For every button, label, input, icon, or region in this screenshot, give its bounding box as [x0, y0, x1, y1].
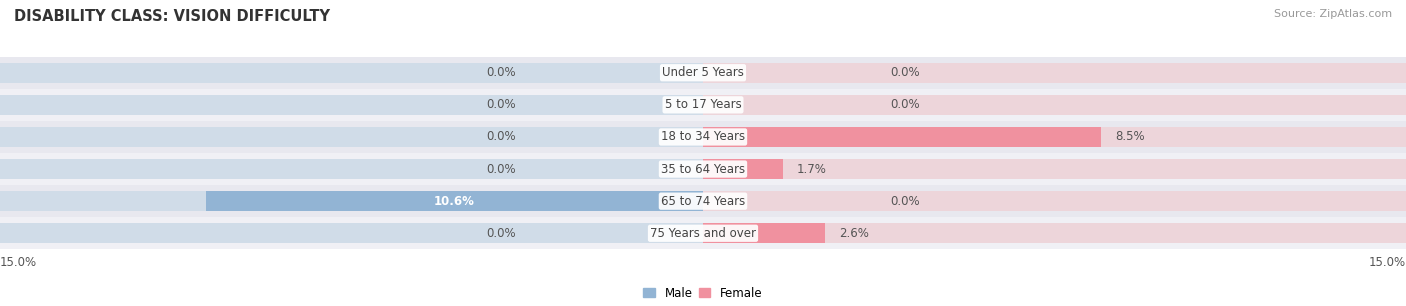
Bar	[703, 127, 1101, 147]
Bar	[0, 217, 1406, 249]
Text: 0.0%: 0.0%	[486, 227, 516, 240]
Text: 35 to 64 Years: 35 to 64 Years	[661, 162, 745, 176]
Text: 2.6%: 2.6%	[839, 227, 869, 240]
Text: 1.7%: 1.7%	[797, 162, 827, 176]
Bar	[0, 89, 1406, 121]
Text: 8.5%: 8.5%	[1115, 130, 1144, 144]
Text: 15.0%: 15.0%	[0, 256, 37, 269]
Bar	[0, 223, 703, 243]
Text: 65 to 74 Years: 65 to 74 Years	[661, 195, 745, 208]
Bar	[703, 223, 1406, 243]
Bar	[703, 159, 783, 179]
Text: 0.0%: 0.0%	[486, 130, 516, 144]
Text: 5 to 17 Years: 5 to 17 Years	[665, 98, 741, 111]
Legend: Male, Female: Male, Female	[644, 287, 762, 300]
Text: 0.0%: 0.0%	[890, 195, 920, 208]
Text: 15.0%: 15.0%	[1369, 256, 1406, 269]
Text: Under 5 Years: Under 5 Years	[662, 66, 744, 79]
Bar	[703, 95, 1406, 115]
Bar	[703, 63, 1406, 83]
Bar	[703, 127, 1406, 147]
Bar	[0, 121, 1406, 153]
Text: 0.0%: 0.0%	[486, 98, 516, 111]
Text: 0.0%: 0.0%	[486, 66, 516, 79]
Text: 0.0%: 0.0%	[890, 66, 920, 79]
Bar	[0, 191, 703, 211]
Bar	[703, 159, 1406, 179]
Bar	[0, 63, 703, 83]
Text: 10.6%: 10.6%	[434, 195, 475, 208]
Bar	[0, 57, 1406, 89]
Bar	[0, 127, 703, 147]
Bar	[0, 159, 703, 179]
Text: DISABILITY CLASS: VISION DIFFICULTY: DISABILITY CLASS: VISION DIFFICULTY	[14, 9, 330, 24]
Text: 18 to 34 Years: 18 to 34 Years	[661, 130, 745, 144]
Bar	[0, 95, 703, 115]
Text: 0.0%: 0.0%	[890, 98, 920, 111]
Text: 75 Years and over: 75 Years and over	[650, 227, 756, 240]
Bar	[0, 153, 1406, 185]
Text: Source: ZipAtlas.com: Source: ZipAtlas.com	[1274, 9, 1392, 19]
Text: 0.0%: 0.0%	[486, 162, 516, 176]
Bar	[207, 191, 703, 211]
Bar	[703, 191, 1406, 211]
Bar	[0, 185, 1406, 217]
Bar	[703, 223, 825, 243]
